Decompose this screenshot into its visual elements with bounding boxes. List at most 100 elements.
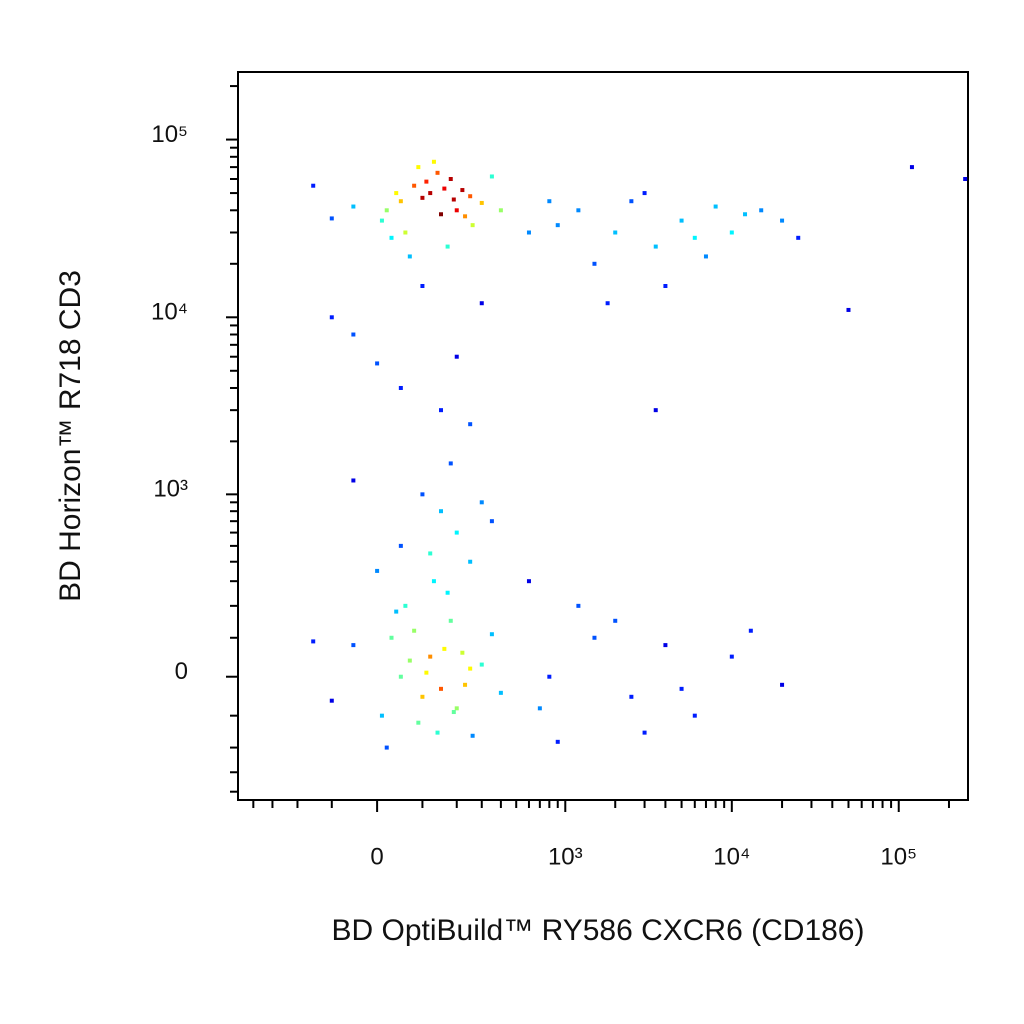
point bbox=[439, 408, 444, 413]
point bbox=[435, 730, 440, 735]
y-tick-label: 10⁵ bbox=[151, 121, 188, 148]
point bbox=[909, 165, 914, 170]
point bbox=[498, 690, 503, 695]
point bbox=[454, 208, 459, 213]
point bbox=[468, 666, 473, 671]
point bbox=[460, 650, 465, 655]
point bbox=[416, 720, 421, 725]
point bbox=[412, 183, 417, 188]
point bbox=[629, 694, 634, 699]
point bbox=[613, 618, 618, 623]
point bbox=[463, 214, 468, 219]
point bbox=[555, 223, 560, 228]
point bbox=[468, 194, 473, 199]
y-tick-label: 10³ bbox=[153, 476, 188, 503]
point bbox=[547, 199, 552, 204]
point bbox=[351, 478, 356, 483]
point bbox=[329, 216, 334, 221]
point bbox=[729, 654, 734, 659]
point bbox=[384, 208, 389, 213]
point bbox=[780, 218, 785, 223]
point bbox=[576, 603, 581, 608]
point bbox=[547, 674, 552, 679]
point bbox=[463, 682, 468, 687]
point bbox=[420, 694, 425, 699]
point bbox=[420, 284, 425, 289]
point bbox=[846, 307, 851, 312]
point bbox=[311, 639, 316, 644]
point bbox=[479, 500, 484, 505]
point bbox=[642, 730, 647, 735]
point bbox=[759, 208, 764, 213]
point bbox=[479, 301, 484, 306]
point bbox=[470, 733, 475, 738]
point bbox=[420, 195, 425, 200]
point bbox=[663, 643, 668, 648]
point bbox=[592, 261, 597, 266]
point bbox=[398, 543, 403, 548]
point bbox=[407, 254, 412, 259]
point bbox=[576, 208, 581, 213]
point bbox=[592, 635, 597, 640]
point bbox=[445, 244, 450, 249]
point bbox=[526, 230, 531, 235]
point bbox=[448, 177, 453, 182]
point bbox=[375, 568, 380, 573]
point bbox=[537, 706, 542, 711]
point bbox=[351, 332, 356, 337]
point bbox=[679, 686, 684, 691]
point bbox=[442, 186, 447, 191]
point bbox=[435, 170, 440, 175]
point bbox=[389, 635, 394, 640]
point bbox=[796, 235, 801, 240]
point bbox=[454, 354, 459, 359]
x-tick-label: 10⁵ bbox=[880, 843, 917, 870]
point bbox=[424, 670, 429, 675]
x-tick-label: 10³ bbox=[548, 843, 583, 870]
point bbox=[489, 632, 494, 637]
point bbox=[412, 628, 417, 633]
point bbox=[398, 674, 403, 679]
y-tick-label: 0 bbox=[175, 658, 188, 685]
point bbox=[963, 177, 968, 182]
point bbox=[351, 204, 356, 209]
y-axis-label: BD Horizon™ R718 CD3 bbox=[54, 270, 87, 602]
point bbox=[416, 165, 421, 170]
point bbox=[311, 183, 316, 188]
point bbox=[424, 179, 429, 184]
point bbox=[489, 519, 494, 524]
point bbox=[703, 254, 708, 259]
point bbox=[351, 643, 356, 648]
point bbox=[439, 212, 444, 217]
point bbox=[460, 188, 465, 193]
point bbox=[439, 509, 444, 514]
point bbox=[389, 235, 394, 240]
point bbox=[713, 204, 718, 209]
point bbox=[379, 713, 384, 718]
point bbox=[445, 590, 450, 595]
point bbox=[692, 235, 697, 240]
point bbox=[743, 212, 748, 217]
point bbox=[407, 658, 412, 663]
point bbox=[451, 197, 456, 202]
point bbox=[642, 191, 647, 196]
y-tick-label: 10⁴ bbox=[151, 299, 188, 326]
point bbox=[448, 461, 453, 466]
point bbox=[398, 385, 403, 390]
point bbox=[629, 199, 634, 204]
point bbox=[780, 682, 785, 687]
point bbox=[431, 579, 436, 584]
point bbox=[479, 200, 484, 205]
point bbox=[470, 223, 475, 228]
point bbox=[329, 698, 334, 703]
point bbox=[394, 609, 399, 614]
point bbox=[398, 199, 403, 204]
point bbox=[605, 301, 610, 306]
point bbox=[329, 315, 334, 320]
point bbox=[431, 159, 436, 164]
point bbox=[428, 191, 433, 196]
point bbox=[663, 284, 668, 289]
point bbox=[526, 579, 531, 584]
point bbox=[555, 739, 560, 744]
point bbox=[379, 218, 384, 223]
